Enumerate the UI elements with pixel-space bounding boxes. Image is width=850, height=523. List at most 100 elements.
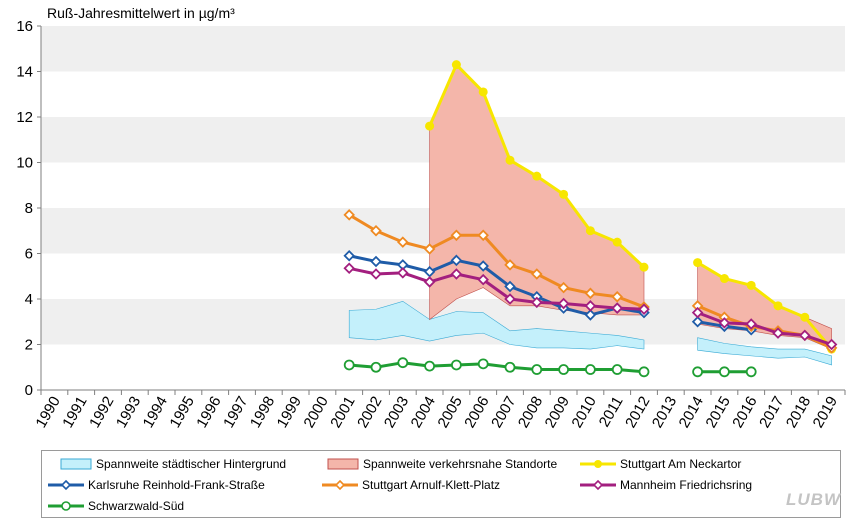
legend-item-background-range: Spannweite städtischer Hintergrund <box>60 454 286 474</box>
point-arnulf <box>397 236 409 248</box>
point-karlsruhe <box>450 254 463 267</box>
legend-item-traffic-range: Spannweite verkehrsnahe Standorte <box>327 454 557 474</box>
point-schwarzwald <box>504 361 516 373</box>
y-tick-label: 12 <box>16 109 33 126</box>
y-tick-label: 2 <box>25 337 33 354</box>
legend-swatch-arnulf <box>322 479 358 491</box>
x-tick-label: 1991 <box>59 394 90 431</box>
series-lines <box>343 60 838 378</box>
point-mannheim <box>718 317 731 329</box>
legend-label: Schwarzwald-Süd <box>88 499 185 513</box>
point-arnulf <box>450 229 463 242</box>
point-schwarzwald <box>558 364 569 375</box>
point-neckartor <box>451 60 461 70</box>
legend-swatch-schwarzwald <box>48 501 84 511</box>
x-tick-label: 2009 <box>542 394 573 431</box>
point-mannheim <box>397 267 409 279</box>
x-tick-label: 2007 <box>488 394 519 431</box>
grid-band <box>41 26 845 72</box>
point-schwarzwald <box>638 366 650 378</box>
point-arnulf <box>611 290 623 303</box>
x-tick-label: 2000 <box>300 394 331 431</box>
y-tick-label: 14 <box>16 64 33 81</box>
point-neckartor <box>693 258 703 268</box>
point-mannheim <box>825 338 838 351</box>
x-tick-label: 2002 <box>354 394 385 431</box>
point-karlsruhe <box>370 255 382 268</box>
point-neckartor <box>532 171 542 181</box>
y-tick-label: 16 <box>16 18 33 35</box>
point-schwarzwald <box>611 364 623 375</box>
x-tick-label: 1999 <box>274 394 305 431</box>
y-tick-label: 6 <box>25 246 33 263</box>
point-arnulf <box>531 268 543 280</box>
x-tick-label: 2003 <box>381 394 412 431</box>
legend-item-karlsruhe: Karlsruhe Reinhold-Frank-Straße <box>48 475 265 495</box>
point-karlsruhe <box>343 250 355 262</box>
band-background-range <box>697 337 832 366</box>
x-tick-label: 1995 <box>166 394 197 431</box>
x-tick-label: 1997 <box>220 394 251 431</box>
point-schwarzwald <box>531 364 543 375</box>
point-arnulf <box>557 281 570 294</box>
band-traffic-range <box>429 64 645 321</box>
legend-item-arnulf: Stuttgart Arnulf-Klett-Platz <box>322 475 500 495</box>
point-schwarzwald <box>585 364 596 375</box>
point-schwarzwald <box>424 360 436 372</box>
legend-label: Karlsruhe Reinhold-Frank-Straße <box>88 478 265 492</box>
point-schwarzwald <box>692 366 703 378</box>
point-neckartor <box>585 226 595 236</box>
chart: Ruß-Jahresmittelwert in µg/m³ 0 2 4 6 8 10 12 1… <box>16 5 846 431</box>
x-tick-label: 2013 <box>649 394 680 431</box>
legend-swatch-karlsruhe <box>48 479 84 491</box>
legend-swatch-background-range <box>60 458 92 470</box>
x-tick-label: 1993 <box>113 394 144 431</box>
x-tick-label: 2019 <box>810 394 841 431</box>
point-arnulf <box>584 287 597 300</box>
point-schwarzwald <box>719 366 730 378</box>
point-arnulf <box>370 224 382 237</box>
series-line-schwarzwald <box>349 361 645 374</box>
point-arnulf <box>423 243 436 255</box>
point-karlsruhe <box>504 280 516 293</box>
point-karlsruhe <box>691 315 704 328</box>
point-mannheim <box>584 300 597 312</box>
lubw-logo: LUBW <box>786 490 841 509</box>
x-tick-label: 2008 <box>515 394 546 431</box>
point-mannheim <box>477 273 489 286</box>
point-neckartor <box>425 121 435 131</box>
legend-label: Mannheim Friedrichsring <box>620 478 753 492</box>
x-tick-label: 2018 <box>783 394 814 431</box>
range-bands <box>348 64 832 366</box>
point-mannheim <box>450 268 463 280</box>
point-karlsruhe <box>477 260 489 272</box>
y-tick-label: 4 <box>25 291 33 308</box>
band-background-range <box>348 300 645 350</box>
point-schwarzwald <box>477 358 489 370</box>
x-tick-label: 1992 <box>86 394 117 431</box>
y-tick-label: 0 <box>25 382 33 399</box>
point-mannheim <box>370 268 382 280</box>
x-tick-label: 2004 <box>408 394 439 431</box>
legend: Spannweite städtischer Hintergrund Spann… <box>41 450 841 518</box>
x-tick-label: 2005 <box>434 394 465 431</box>
legend-label: Stuttgart Arnulf-Klett-Platz <box>362 478 501 492</box>
legend-item-neckartor: Stuttgart Am Neckartor <box>580 454 741 474</box>
point-mannheim <box>745 318 757 330</box>
point-mannheim <box>691 306 704 319</box>
point-mannheim <box>343 262 355 275</box>
point-karlsruhe <box>584 309 597 321</box>
point-neckartor <box>719 274 729 284</box>
point-neckartor <box>612 237 622 247</box>
point-neckartor <box>559 189 569 199</box>
point-neckartor <box>773 301 783 311</box>
x-tick-label: 2016 <box>729 394 760 431</box>
legend-label: Spannweite verkehrsnahe Standorte <box>363 457 558 471</box>
point-mannheim <box>799 329 811 342</box>
legend-item-schwarzwald: Schwarzwald-Süd <box>48 496 184 516</box>
point-neckartor <box>505 155 515 165</box>
point-mannheim <box>611 302 623 314</box>
y-tick-label: 8 <box>25 200 33 217</box>
x-tick-label: 2015 <box>702 394 733 431</box>
point-schwarzwald <box>343 359 355 371</box>
